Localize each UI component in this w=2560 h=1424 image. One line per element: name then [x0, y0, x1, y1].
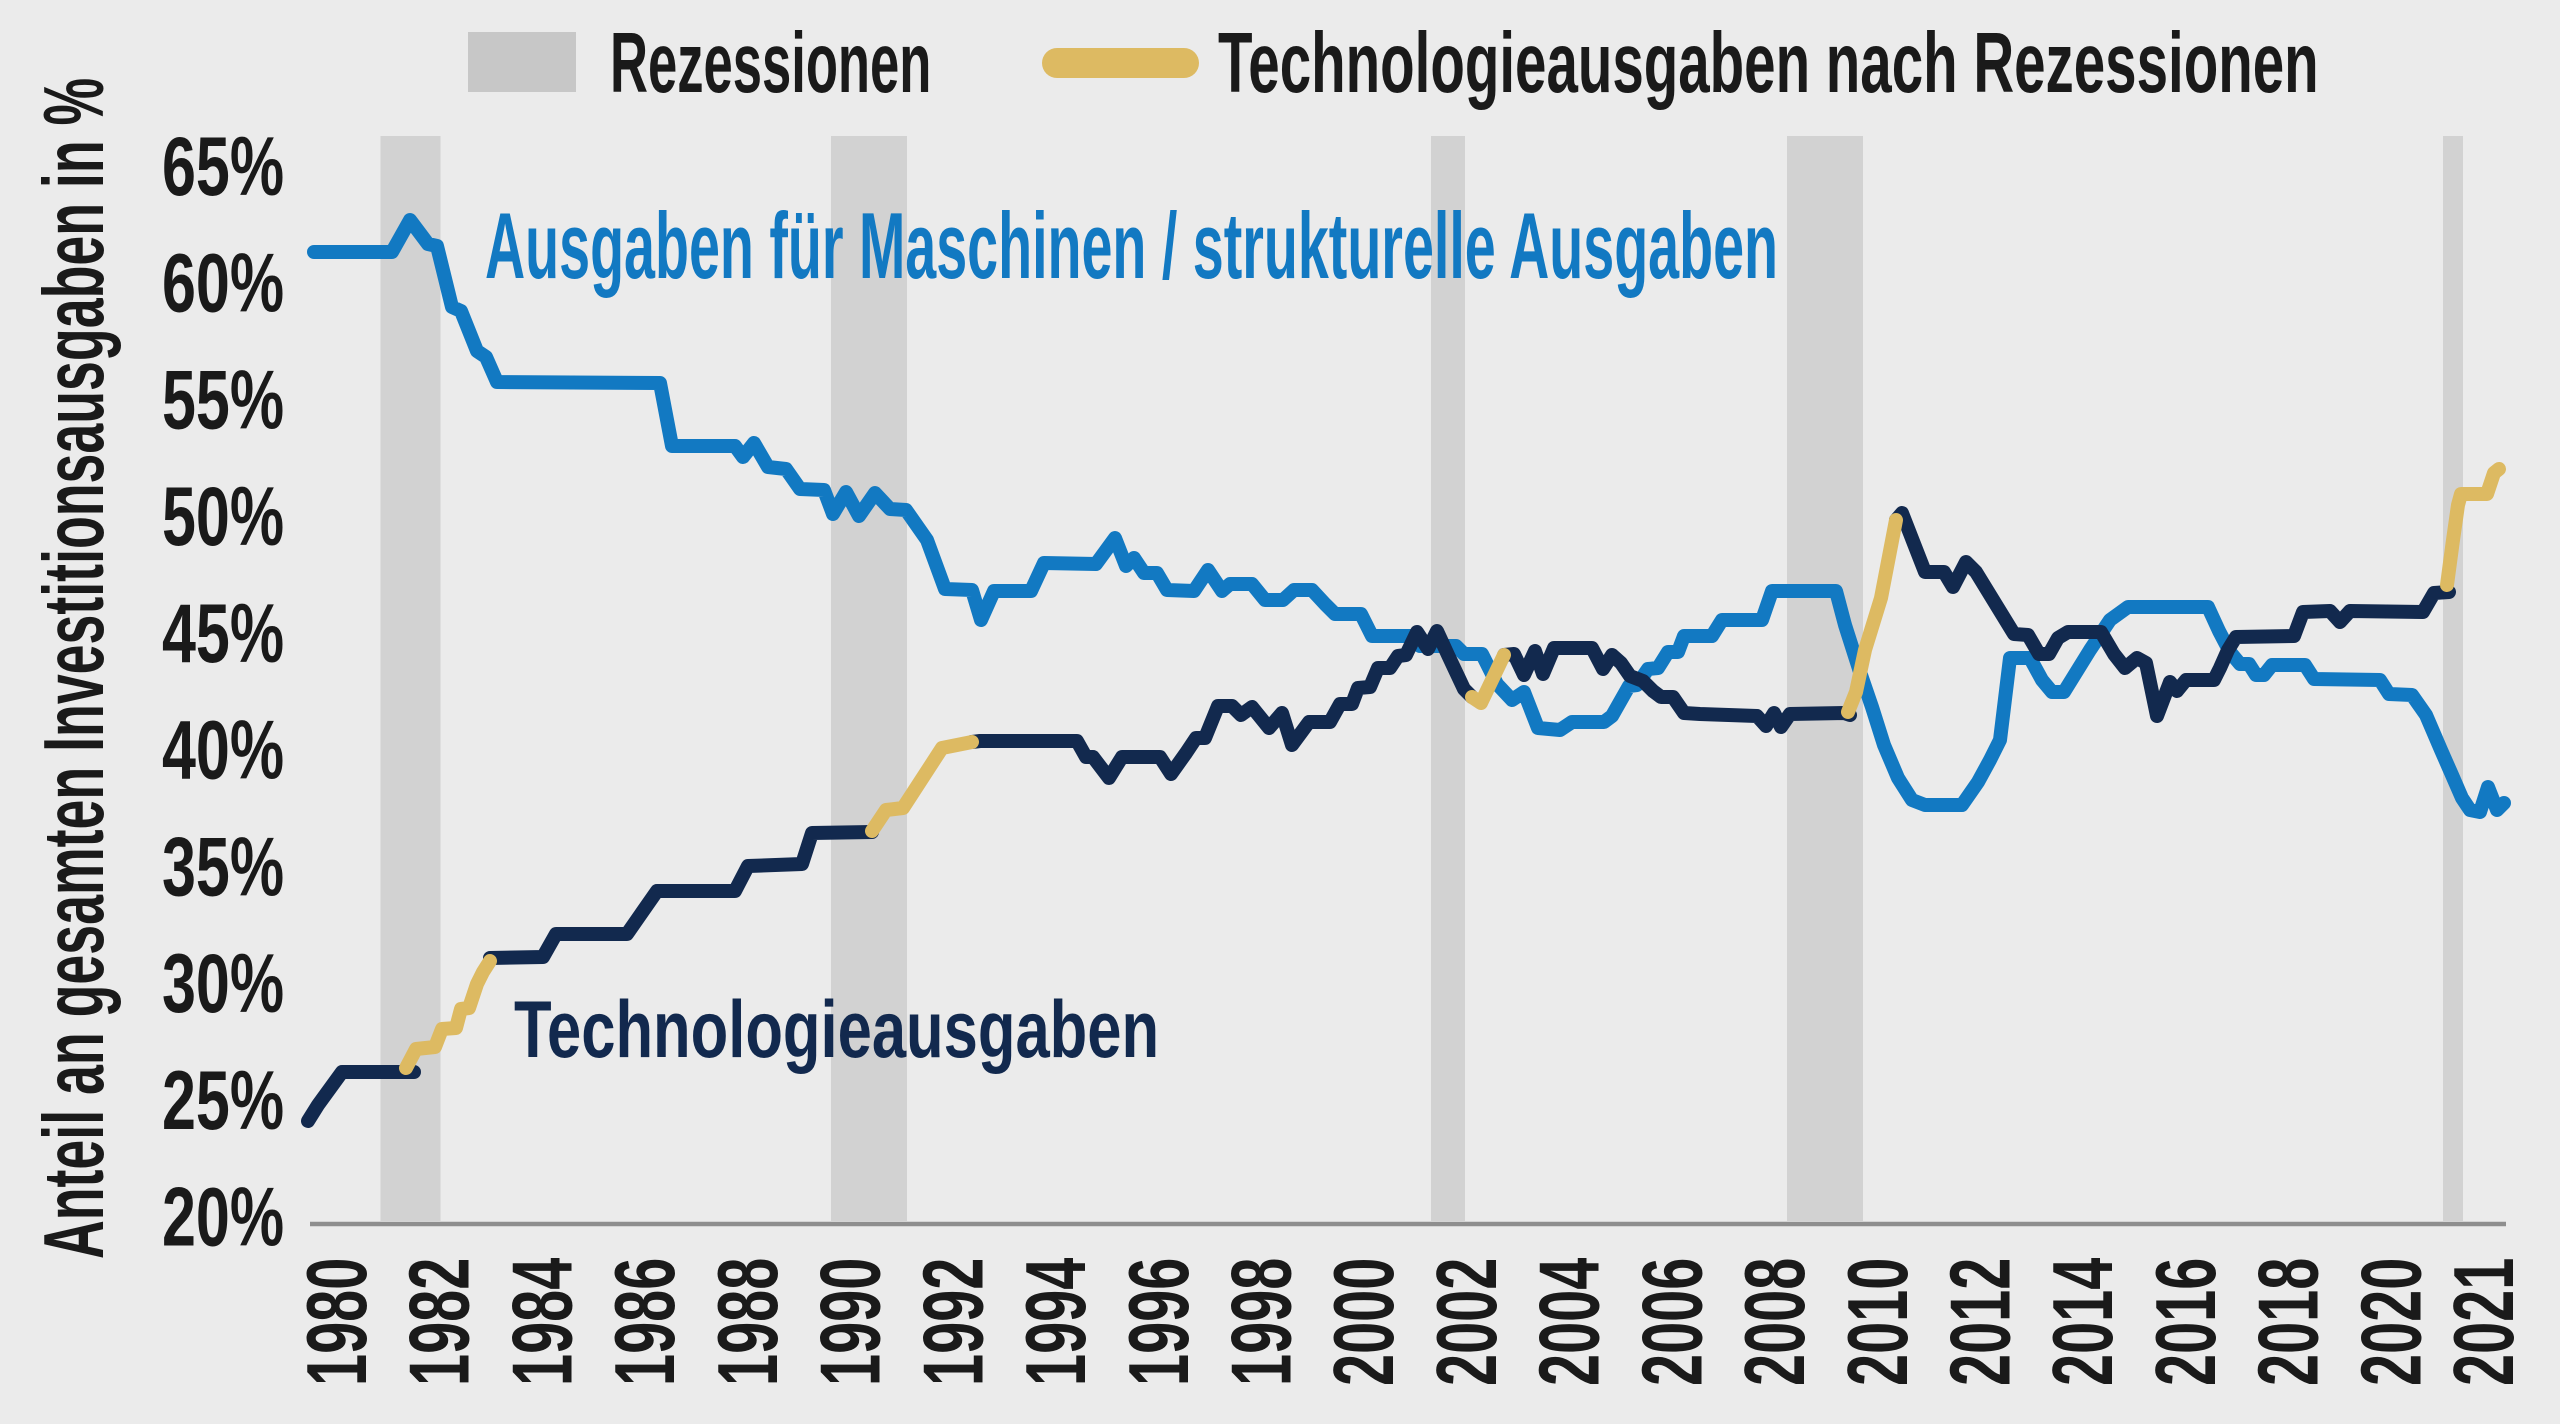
- svg-text:2012: 2012: [1933, 1258, 2028, 1386]
- svg-text:60%: 60%: [162, 236, 284, 330]
- svg-text:2010: 2010: [1831, 1258, 1926, 1386]
- svg-text:Rezessionen: Rezessionen: [610, 15, 931, 110]
- svg-text:2020: 2020: [2344, 1258, 2439, 1386]
- svg-text:2002: 2002: [1420, 1258, 1515, 1386]
- svg-text:1998: 1998: [1214, 1258, 1309, 1386]
- svg-text:1996: 1996: [1112, 1258, 1207, 1386]
- svg-text:25%: 25%: [162, 1053, 284, 1147]
- svg-text:1982: 1982: [393, 1258, 488, 1386]
- svg-text:1984: 1984: [495, 1257, 590, 1386]
- svg-text:2021: 2021: [2437, 1258, 2532, 1386]
- svg-text:2018: 2018: [2242, 1258, 2337, 1386]
- svg-text:45%: 45%: [162, 586, 284, 680]
- svg-text:Anteil an gesamten Investition: Anteil an gesamten Investitionsausgaben …: [26, 78, 122, 1259]
- svg-text:Ausgaben für Maschinen / struk: Ausgaben für Maschinen / strukturelle Au…: [485, 194, 1778, 299]
- svg-text:20%: 20%: [162, 1170, 284, 1264]
- svg-text:2004: 2004: [1523, 1257, 1618, 1386]
- svg-text:Technologieausgaben nach Rezes: Technologieausgaben nach Rezessionen: [1218, 17, 2319, 111]
- svg-text:1990: 1990: [804, 1258, 899, 1386]
- svg-text:1988: 1988: [701, 1258, 796, 1386]
- svg-text:50%: 50%: [162, 470, 284, 564]
- svg-text:2006: 2006: [1625, 1258, 1720, 1386]
- svg-text:40%: 40%: [162, 703, 284, 797]
- svg-text:1980: 1980: [290, 1258, 385, 1386]
- svg-text:2000: 2000: [1317, 1258, 1412, 1386]
- svg-text:2016: 2016: [2139, 1258, 2234, 1386]
- svg-text:1992: 1992: [906, 1258, 1001, 1386]
- svg-text:30%: 30%: [162, 937, 284, 1031]
- svg-text:1986: 1986: [598, 1258, 693, 1386]
- svg-text:35%: 35%: [162, 820, 284, 914]
- svg-text:1994: 1994: [1009, 1257, 1104, 1386]
- svg-text:2008: 2008: [1728, 1258, 1823, 1386]
- svg-text:2014: 2014: [2036, 1257, 2131, 1386]
- svg-text:65%: 65%: [162, 120, 284, 214]
- svg-text:55%: 55%: [162, 353, 284, 447]
- svg-text:Technologieausgaben: Technologieausgaben: [514, 985, 1159, 1075]
